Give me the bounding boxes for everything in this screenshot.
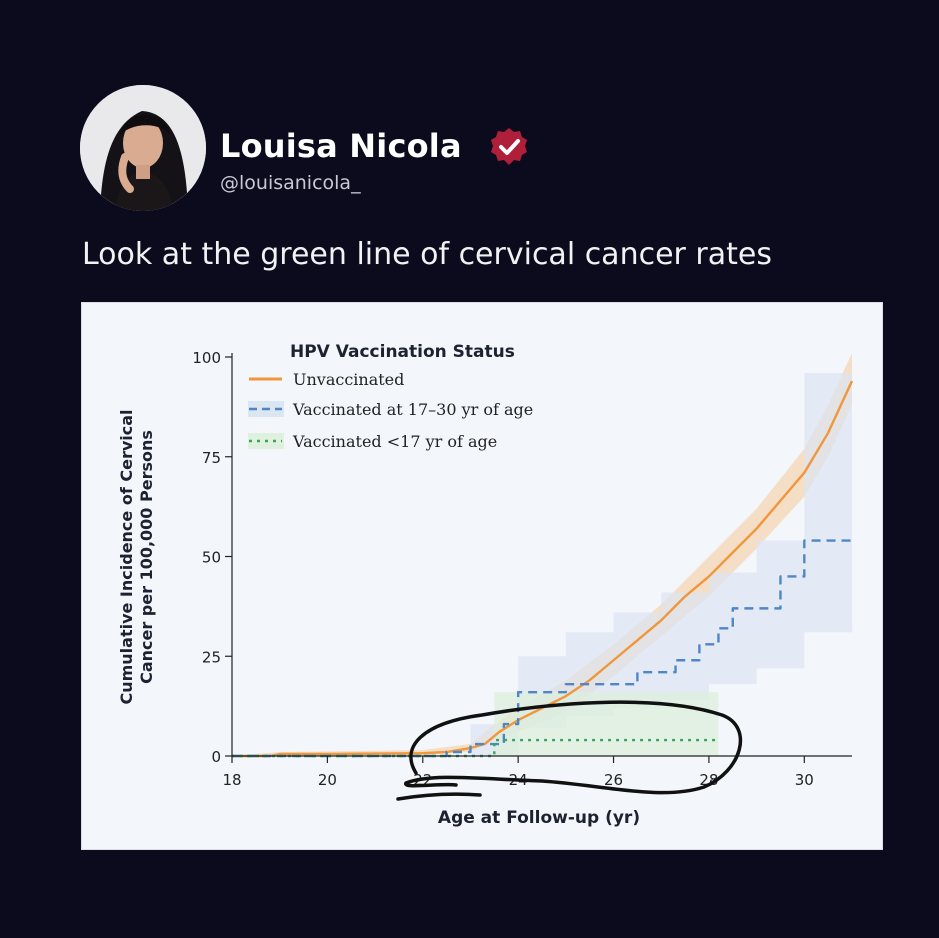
series-line-vaccinated-17-30 xyxy=(232,539,852,758)
x-tick-label: 26 xyxy=(604,771,623,789)
legend-label-unvaccinated: Unvaccinated xyxy=(293,370,404,389)
series-lines xyxy=(232,380,854,758)
y-axis-label-line1: Cumulative Incidence of Cervical xyxy=(117,409,136,704)
y-axis-label-line2: Cancer per 100,000 Persons xyxy=(137,430,156,684)
legend-item-unvaccinated: Unvaccinated xyxy=(249,370,404,389)
x-tick-label: 28 xyxy=(699,771,718,789)
y-tick-label: 25 xyxy=(202,648,221,666)
legend-item-vaccinated-17-30: Vaccinated at 17–30 yr of age xyxy=(248,400,533,419)
band-vaccinated-under-17 xyxy=(494,692,719,756)
author-avatar[interactable] xyxy=(80,85,206,211)
y-tick-label: 100 xyxy=(192,349,221,367)
y-tick-label: 50 xyxy=(202,549,221,567)
y-tick-label: 75 xyxy=(202,449,221,467)
legend-label-vaccinated-17-30: Vaccinated at 17–30 yr of age xyxy=(292,400,533,419)
avatar-photo xyxy=(80,85,206,211)
x-tick-label: 30 xyxy=(795,771,814,789)
author-name[interactable]: Louisa Nicola xyxy=(220,127,462,165)
y-tick-label: 0 xyxy=(211,748,221,766)
x-tick-label: 20 xyxy=(318,771,337,789)
series-line-unvaccinated xyxy=(232,380,854,758)
chart-image: 0 25 50 75 100 18 20 22 24 26 28 30 HPV Vaccination… xyxy=(81,302,883,850)
x-tick-label: 18 xyxy=(222,771,241,789)
tweet-text: Look at the green line of cervical cance… xyxy=(82,237,772,272)
legend-item-vaccinated-under-17: Vaccinated <17 yr of age xyxy=(248,432,497,451)
verified-badge-icon xyxy=(487,125,531,169)
chart-axes xyxy=(231,353,852,757)
x-axis-label: Age at Follow-up (yr) xyxy=(438,808,640,828)
band-unvaccinated xyxy=(232,353,852,756)
legend-label-vaccinated-under-17: Vaccinated <17 yr of age xyxy=(292,432,497,451)
hand-drawn-circle-annotation xyxy=(396,700,743,801)
author-handle[interactable]: @louisanicola_ xyxy=(220,172,361,194)
legend-title: HPV Vaccination Status xyxy=(290,342,515,362)
